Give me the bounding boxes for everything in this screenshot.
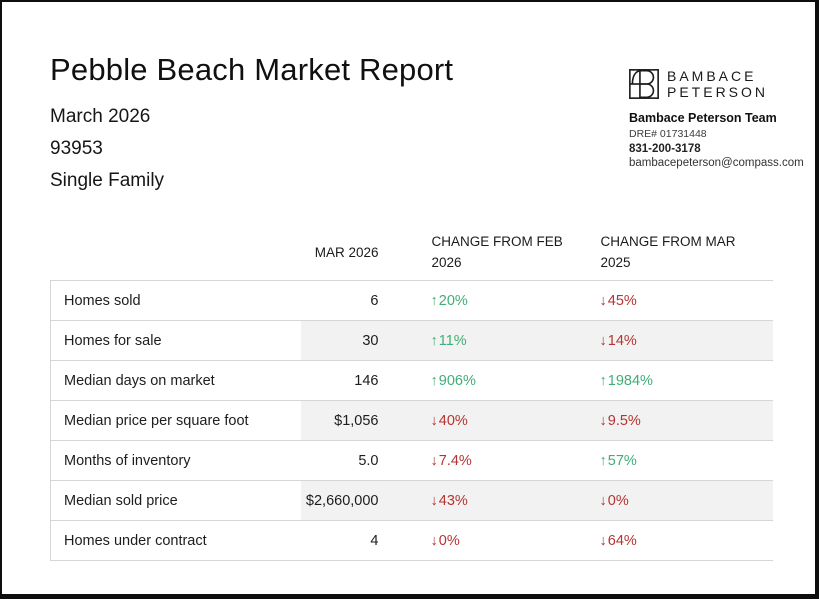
table-row: Months of inventory 5.0 ↓7.4% ↑57% <box>50 440 773 481</box>
email-address: bambacepeterson@compass.com <box>629 157 804 169</box>
trend-arrow-icon: ↓ <box>430 412 438 429</box>
metric-value: 6 <box>300 280 431 321</box>
team-name: Bambace Peterson Team <box>629 111 777 125</box>
brand-wordmark-line2: PETERSON <box>667 84 769 100</box>
change-from-prev-year: ↑57% <box>599 440 773 481</box>
metric-value: 30 <box>300 320 431 361</box>
dre-number: DRE# 01731448 <box>629 128 707 140</box>
trend-arrow-icon: ↑ <box>430 372 438 389</box>
column-header-change-prev-month: CHANGE FROM FEB 2026 <box>431 234 563 270</box>
trend-arrow-icon: ↓ <box>599 492 607 509</box>
table-row: Median sold price $2,660,000 ↓43% ↓0% <box>50 480 773 521</box>
metric-label: Months of inventory <box>50 440 301 481</box>
trend-arrow-icon: ↓ <box>430 492 438 509</box>
change-from-prev-month: ↓40% <box>430 400 600 441</box>
report-period: March 2026 <box>50 106 151 127</box>
trend-arrow-icon: ↓ <box>599 332 607 349</box>
metric-value: 5.0 <box>300 440 431 481</box>
change-from-prev-month: ↑11% <box>430 320 600 361</box>
change-from-prev-year: ↓0% <box>599 480 773 521</box>
change-from-prev-month: ↓43% <box>430 480 600 521</box>
phone-number: 831-200-3178 <box>629 143 701 155</box>
table-row: Median days on market 146 ↑906% ↑1984% <box>50 360 773 401</box>
change-from-prev-month: ↓7.4% <box>430 440 600 481</box>
change-from-prev-year: ↓64% <box>599 520 773 561</box>
bambace-peterson-logo-icon <box>629 69 659 99</box>
market-stats-table: MAR 2026 CHANGE FROM FEB 2026 CHANGE FRO… <box>50 224 773 561</box>
table-row: Homes for sale 30 ↑11% ↓14% <box>50 320 773 361</box>
table-row: Homes under contract 4 ↓0% ↓64% <box>50 520 773 561</box>
metric-label: Median days on market <box>50 360 301 401</box>
trend-arrow-icon: ↑ <box>430 332 438 349</box>
trend-arrow-icon: ↑ <box>599 372 607 389</box>
table-row: Homes sold 6 ↑20% ↓45% <box>50 280 773 321</box>
change-from-prev-year: ↓9.5% <box>599 400 773 441</box>
trend-arrow-icon: ↓ <box>599 292 607 309</box>
trend-arrow-icon: ↓ <box>599 532 607 549</box>
brand-block: BAMBACE PETERSON Bambace Peterson Team D… <box>629 68 804 169</box>
column-header-current-month: MAR 2026 <box>314 244 379 260</box>
trend-arrow-icon: ↑ <box>430 292 438 309</box>
brand-wordmark: BAMBACE PETERSON <box>667 68 768 100</box>
metric-label: Median price per square foot <box>50 400 301 441</box>
column-header-change-prev-year: CHANGE FROM MAR 2025 <box>600 234 736 270</box>
change-from-prev-month: ↑906% <box>430 360 600 401</box>
trend-arrow-icon: ↑ <box>599 452 607 469</box>
change-from-prev-year: ↓14% <box>599 320 773 361</box>
metric-value: $2,660,000 <box>300 480 431 521</box>
metric-value: 146 <box>300 360 431 401</box>
metric-label: Median sold price <box>50 480 301 521</box>
metric-label: Homes sold <box>50 280 301 321</box>
table-header-row: MAR 2026 CHANGE FROM FEB 2026 CHANGE FRO… <box>51 224 773 281</box>
report-subtitles: March 2026 93953 Single Family <box>50 101 453 197</box>
report-property-type: Single Family <box>50 170 165 191</box>
metric-label: Homes under contract <box>50 520 301 561</box>
trend-arrow-icon: ↓ <box>430 452 438 469</box>
metric-value: 4 <box>300 520 431 561</box>
metric-value: $1,056 <box>300 400 431 441</box>
trend-arrow-icon: ↓ <box>599 412 607 429</box>
title-block: Pebble Beach Market Report March 2026 93… <box>50 52 453 197</box>
column-header-metric <box>51 224 301 281</box>
metric-label: Homes for sale <box>50 320 301 361</box>
brand-logo-row: BAMBACE PETERSON <box>629 68 799 100</box>
report-zip-code: 93953 <box>50 138 103 159</box>
change-from-prev-month: ↑20% <box>430 280 600 321</box>
change-from-prev-year: ↑1984% <box>599 360 773 401</box>
change-from-prev-year: ↓45% <box>599 280 773 321</box>
change-from-prev-month: ↓0% <box>430 520 600 561</box>
table-row: Median price per square foot $1,056 ↓40%… <box>50 400 773 441</box>
trend-arrow-icon: ↓ <box>430 532 438 549</box>
brand-wordmark-line1: BAMBACE <box>667 68 757 84</box>
page-title: Pebble Beach Market Report <box>50 52 454 87</box>
